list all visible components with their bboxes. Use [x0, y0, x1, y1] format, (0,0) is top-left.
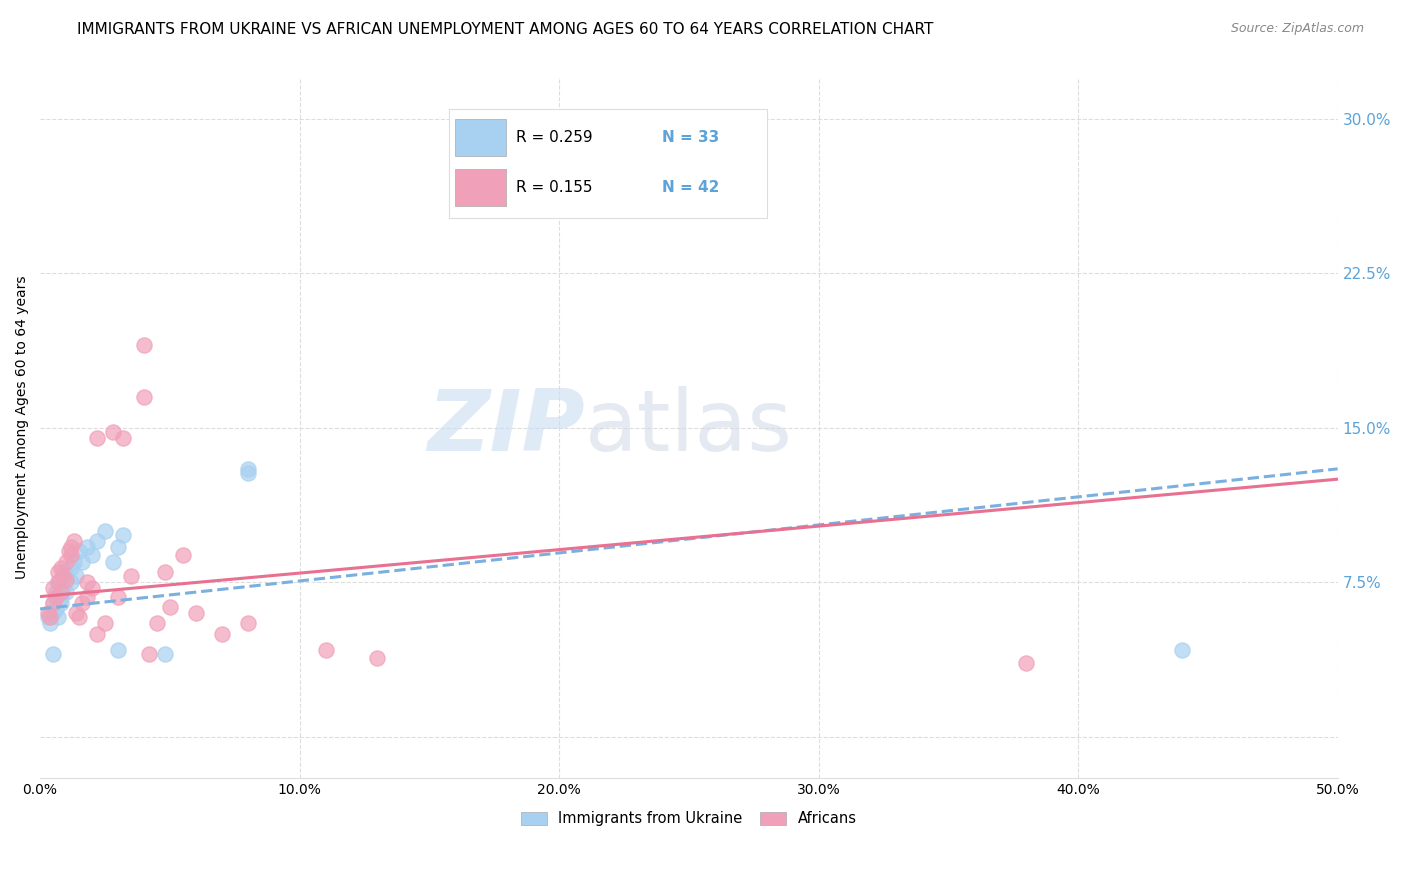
Point [55, 555, 77, 569]
Point [76, 575, 98, 590]
Point [211, 626, 233, 640]
Point [46, 575, 69, 590]
Point [107, 590, 129, 604]
Point [42, 596, 65, 610]
Point [86, 626, 108, 640]
Text: Source: ZipAtlas.com: Source: ZipAtlas.com [1230, 22, 1364, 36]
Point [45, 602, 67, 616]
Point [159, 599, 181, 614]
Text: IMMIGRANTS FROM UKRAINE VS AFRICAN UNEMPLOYMENT AMONG AGES 60 TO 64 YEARS CORREL: IMMIGRANTS FROM UKRAINE VS AFRICAN UNEMP… [77, 22, 934, 37]
Point [46, 610, 69, 624]
Point [52, 565, 75, 579]
Point [153, 647, 176, 661]
Point [52, 569, 75, 583]
Point [49, 585, 72, 599]
Point [94, 524, 117, 538]
Point [63, 555, 86, 569]
Point [86, 431, 108, 445]
Point [52, 582, 75, 596]
Point [70, 555, 93, 569]
Point [80, 582, 103, 596]
Point [138, 647, 160, 661]
Point [46, 575, 69, 590]
Point [45, 590, 67, 604]
Point [49, 590, 72, 604]
Point [46, 565, 69, 579]
Point [49, 596, 72, 610]
Text: ZIP: ZIP [427, 386, 585, 469]
Point [37, 606, 59, 620]
Point [153, 565, 176, 579]
Point [55, 573, 77, 587]
Point [42, 647, 65, 661]
Point [132, 338, 155, 352]
Point [101, 555, 124, 569]
Point [60, 575, 83, 590]
Point [49, 560, 72, 574]
Point [1015, 656, 1038, 670]
Point [67, 544, 90, 558]
Point [366, 651, 388, 665]
Point [65, 606, 87, 620]
Point [65, 569, 87, 583]
Point [70, 596, 93, 610]
Point [172, 549, 194, 563]
Point [94, 616, 117, 631]
Point [60, 560, 83, 574]
Point [42, 582, 65, 596]
Point [236, 616, 259, 631]
Point [45, 585, 67, 599]
Point [107, 643, 129, 657]
Point [60, 540, 83, 554]
Y-axis label: Unemployment Among Ages 60 to 64 years: Unemployment Among Ages 60 to 64 years [15, 276, 30, 580]
Point [1171, 643, 1194, 657]
Text: atlas: atlas [585, 386, 793, 469]
Point [58, 544, 80, 558]
Point [184, 606, 207, 620]
Point [55, 585, 77, 599]
Point [67, 610, 90, 624]
Point [55, 569, 77, 583]
Point [236, 462, 259, 476]
Point [39, 616, 62, 631]
Point [76, 590, 98, 604]
Point [37, 610, 59, 624]
Point [76, 540, 98, 554]
Point [315, 643, 337, 657]
Point [42, 606, 65, 620]
Point [63, 533, 86, 548]
Point [39, 610, 62, 624]
Point [112, 431, 135, 445]
Point [101, 425, 124, 439]
Point [132, 390, 155, 404]
Point [107, 540, 129, 554]
Point [120, 569, 142, 583]
Point [146, 616, 169, 631]
Legend: Immigrants from Ukraine, Africans: Immigrants from Ukraine, Africans [513, 804, 865, 834]
Point [236, 466, 259, 480]
Point [112, 528, 135, 542]
Point [42, 596, 65, 610]
Point [60, 549, 83, 563]
Point [80, 549, 103, 563]
Point [86, 533, 108, 548]
